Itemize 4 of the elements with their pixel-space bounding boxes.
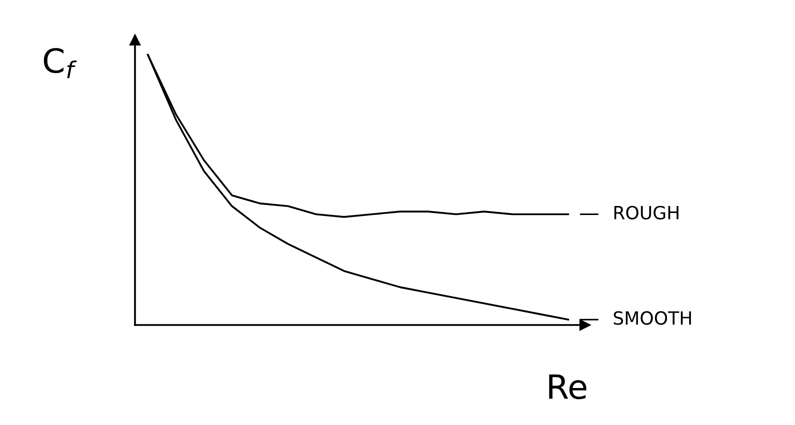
legend-label: ROUGH [614, 206, 678, 220]
legend-label: SMOOTH [614, 311, 691, 325]
y-axis-title: C$_{f}$ [44, 48, 77, 78]
x-axis-title: Re [549, 374, 586, 400]
